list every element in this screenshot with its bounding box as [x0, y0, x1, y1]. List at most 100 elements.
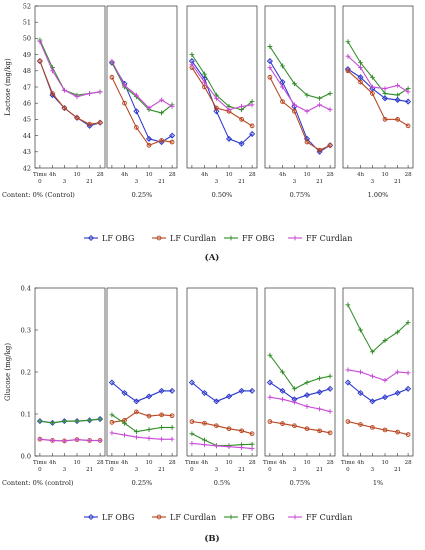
- data-point: [317, 102, 322, 108]
- y-tick-label: 52: [23, 2, 31, 10]
- data-point: [169, 413, 175, 419]
- data-point: [122, 432, 127, 438]
- x-tick-label: 21: [238, 467, 245, 473]
- series-lf-obg: [266, 379, 334, 403]
- data-point: [357, 389, 364, 397]
- data-point: [109, 430, 115, 436]
- data-point: [304, 380, 310, 385]
- x-tick-label: 21: [158, 467, 165, 473]
- series-lf-curdlan: [189, 419, 255, 437]
- data-point: [159, 436, 164, 442]
- data-point: [146, 435, 152, 441]
- data-point: [316, 389, 323, 396]
- subplot-caption: Content: 0% (Control): [2, 191, 75, 199]
- data-point: [327, 91, 333, 96]
- figure-a: Lactose (mg/kg)4243444546474849505152Tim…: [2, 2, 414, 263]
- y-tick-label: 43: [23, 148, 31, 156]
- x-tick-label: 21: [316, 467, 323, 473]
- data-point: [395, 82, 400, 88]
- data-point: [327, 409, 333, 414]
- y-tick-label: 51: [23, 19, 31, 27]
- legend-marker: [87, 513, 95, 521]
- data-point: [50, 91, 55, 96]
- data-point: [292, 108, 297, 114]
- subplot-caption: 1.00%: [368, 191, 389, 199]
- x-tick-label: 4h: [49, 460, 56, 466]
- data-point: [304, 139, 310, 145]
- data-point: [304, 108, 310, 114]
- data-point: [158, 387, 165, 394]
- data-point: [344, 379, 351, 386]
- series-ff-curdlan: [37, 39, 103, 100]
- x-tick-label: 0: [110, 467, 114, 473]
- series-ff-curdlan: [189, 61, 255, 113]
- data-point: [345, 302, 351, 308]
- series-lf-curdlan: [345, 419, 411, 437]
- data-point: [62, 87, 67, 93]
- x-tick-label: 21: [316, 179, 323, 185]
- subplot-caption: 0.75%: [290, 479, 311, 487]
- data-point: [405, 123, 411, 129]
- x-tick-label: 21: [86, 467, 93, 473]
- x-tick-label: 3: [293, 179, 297, 185]
- series-lf-curdlan: [267, 74, 333, 153]
- series-ff-curdlan: [109, 430, 175, 442]
- data-point: [279, 387, 286, 394]
- legend-entry: FF Curdlan: [306, 513, 352, 522]
- series-line: [269, 46, 331, 99]
- data-point: [201, 389, 208, 397]
- data-point: [358, 60, 363, 66]
- x-tick-label: 4h: [279, 460, 286, 466]
- y-tick-label: 0.1: [21, 410, 31, 418]
- data-point: [292, 386, 297, 392]
- data-point: [62, 418, 67, 424]
- y-tick-label: 47: [23, 83, 31, 91]
- x-tick-label: 0: [38, 467, 42, 473]
- data-point: [97, 89, 103, 95]
- panel-label: (B): [204, 533, 219, 544]
- data-point: [169, 104, 175, 109]
- data-point: [303, 392, 311, 399]
- data-point: [202, 442, 207, 448]
- data-point: [382, 378, 388, 383]
- x-tick-label: 21: [238, 179, 245, 185]
- data-point: [327, 107, 333, 113]
- y-tick-label: 0.3: [21, 326, 31, 334]
- subplot-frame: [264, 5, 336, 169]
- data-point: [267, 352, 273, 358]
- data-point: [169, 436, 175, 442]
- data-point: [146, 427, 152, 432]
- legend-entry: FF OBG: [242, 234, 275, 243]
- data-point: [279, 79, 286, 86]
- data-point: [238, 387, 245, 394]
- x-tick-label: 10: [304, 172, 311, 178]
- data-point: [369, 398, 376, 405]
- data-point: [214, 443, 219, 449]
- x-tick-label: 10: [146, 172, 153, 178]
- data-point: [357, 74, 364, 81]
- data-point: [202, 79, 207, 85]
- data-point: [145, 393, 153, 400]
- series-ff-obg: [267, 44, 333, 101]
- y-tick-label: 49: [23, 51, 31, 59]
- legend: LF OBG LF Curdlan FF OBG FF Curdlan: [84, 234, 352, 243]
- data-point: [146, 105, 152, 111]
- data-point: [159, 110, 164, 116]
- data-point: [249, 431, 255, 437]
- x-tick-label: 10: [226, 460, 233, 466]
- series-ff-curdlan: [345, 367, 411, 383]
- subplot-3: Time 4h 10 28 0 3 21 0.5%: [185, 287, 258, 487]
- data-point: [169, 132, 176, 139]
- data-point: [304, 92, 310, 98]
- data-point: [327, 385, 334, 392]
- y-axis-label: Glucose (mg/kg): [4, 343, 12, 401]
- data-point: [370, 373, 375, 379]
- data-point: [317, 375, 322, 381]
- data-point: [370, 84, 375, 90]
- subplot-caption: 0.25%: [132, 191, 153, 199]
- y-tick-label: 50: [23, 35, 31, 43]
- subplot-1: Time 4h 10 28 0 3 21 Content: 0% (Control): [2, 5, 106, 199]
- x-tick-label: 3: [215, 467, 219, 473]
- data-point: [249, 441, 255, 447]
- data-point: [37, 58, 43, 64]
